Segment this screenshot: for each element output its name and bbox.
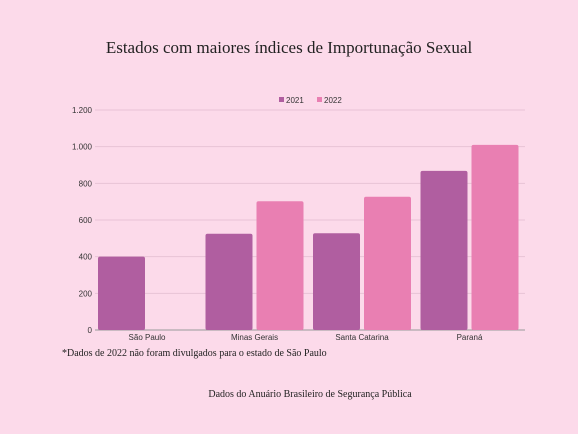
y-tick-label: 800 — [79, 179, 93, 188]
x-axis-labels: São Paulo Minas Gerais Santa Catarina Paran… — [129, 333, 483, 342]
bar-2021-3 — [420, 170, 468, 330]
chart-title: Estados com maiores índices de Importuna… — [105, 38, 473, 57]
bar-2022-2 — [364, 196, 411, 330]
y-axis-ticks: 0 200 400 600 800 1.000 1.200 — [72, 106, 93, 335]
legend-swatch-2021 — [279, 97, 284, 102]
legend-label-2021: 2021 — [286, 96, 304, 105]
y-tick-label: 1.000 — [72, 143, 93, 152]
legend: 2021 2022 — [279, 96, 342, 105]
bar-2022-3 — [471, 144, 519, 330]
y-tick-label: 600 — [79, 216, 93, 225]
legend-label-2022: 2022 — [324, 96, 342, 105]
x-tick-label: Minas Gerais — [231, 333, 278, 342]
y-tick-label: 200 — [79, 289, 93, 298]
bar-2022-1 — [256, 201, 304, 330]
source-note: Dados do Anuário Brasileiro de Segurança… — [208, 389, 412, 400]
y-tick-label: 1.200 — [72, 106, 93, 115]
x-tick-label: Paraná — [457, 333, 483, 342]
y-tick-label: 400 — [79, 253, 93, 262]
bars — [98, 144, 519, 330]
x-tick-label: Santa Catarina — [335, 333, 389, 342]
bar-2021-1 — [205, 233, 253, 330]
y-tick-label: 0 — [88, 326, 93, 335]
bar-2021-0 — [98, 256, 145, 330]
footnote: *Dados de 2022 não foram divulgados para… — [62, 348, 327, 359]
legend-swatch-2022 — [317, 97, 322, 102]
bar-2021-2 — [313, 233, 360, 330]
x-tick-label: São Paulo — [129, 333, 166, 342]
